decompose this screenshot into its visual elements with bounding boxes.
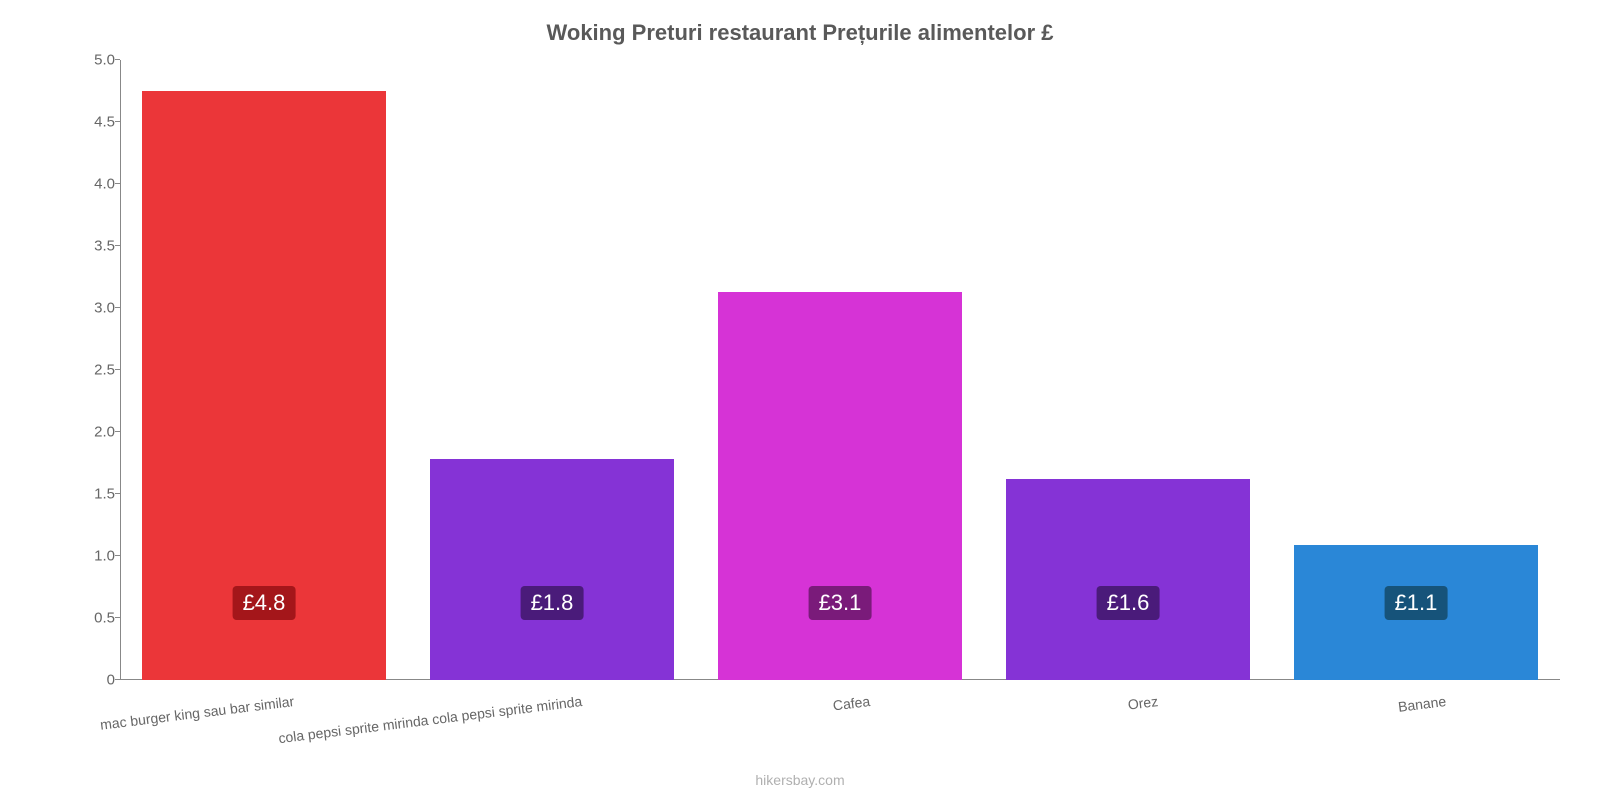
y-tick-label: 0.5 [65, 610, 115, 627]
bar: £3.1 [718, 292, 963, 680]
bar-value-label: £1.8 [521, 586, 584, 620]
y-tick-label: 2.0 [65, 424, 115, 441]
y-tick-label: 1.5 [65, 486, 115, 503]
y-tick-label: 4.5 [65, 114, 115, 131]
chart-title: Woking Preturi restaurant Prețurile alim… [0, 20, 1600, 46]
x-category-label: mac burger king sau bar similar [99, 693, 295, 733]
bar-value-label: £1.6 [1097, 586, 1160, 620]
x-category-label: Orez [1127, 693, 1159, 713]
y-tick-label: 4.0 [65, 176, 115, 193]
bar: £1.1 [1294, 545, 1539, 680]
bar: £1.8 [430, 459, 675, 680]
bar-value-label: £1.1 [1385, 586, 1448, 620]
x-category-label: cola pepsi sprite mirinda cola pepsi spr… [277, 693, 582, 746]
bars-group: £4.8 £1.8 £3.1 £1.6 £1.1 [120, 60, 1560, 680]
bar-value-label: £4.8 [233, 586, 296, 620]
chart-footer: hikersbay.com [0, 772, 1600, 788]
y-tick-label: 2.5 [65, 362, 115, 379]
bar: £4.8 [142, 91, 387, 680]
y-tick-label: 1.0 [65, 548, 115, 565]
bar-value-label: £3.1 [809, 586, 872, 620]
y-tick-label: 0 [65, 672, 115, 689]
x-category-label: Cafea [832, 693, 871, 713]
y-tick-label: 5.0 [65, 52, 115, 69]
x-labels-group: mac burger king sau bar similarcola peps… [120, 685, 1560, 745]
y-tick-label: 3.0 [65, 300, 115, 317]
chart-container: Woking Preturi restaurant Prețurile alim… [0, 0, 1600, 800]
plot-area: 00.51.01.52.02.53.03.54.04.55.0 £4.8£1.8… [120, 60, 1560, 680]
x-category-label: Banane [1397, 693, 1447, 715]
y-tick-label: 3.5 [65, 238, 115, 255]
bar: £1.6 [1006, 479, 1251, 680]
